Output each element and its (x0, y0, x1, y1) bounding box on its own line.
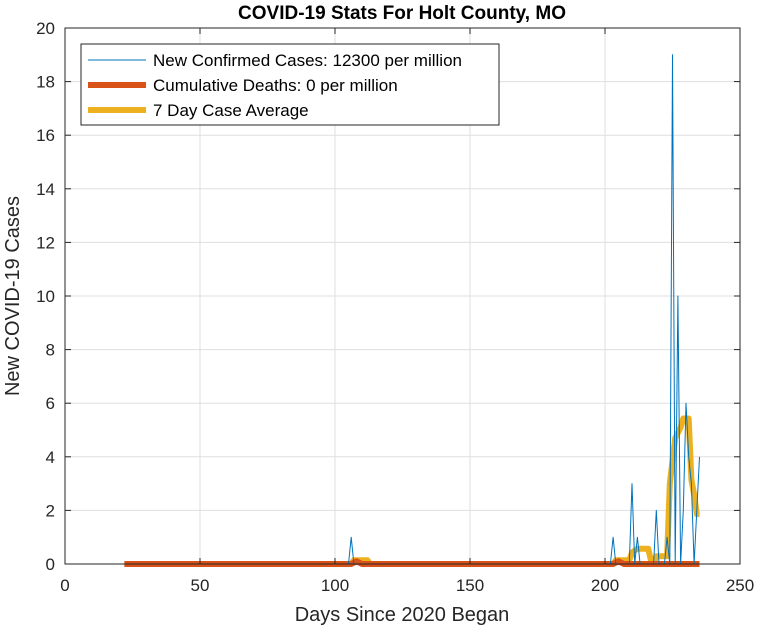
legend-box (80, 43, 500, 126)
y-tick-label: 6 (46, 394, 55, 413)
y-tick-label: 16 (36, 126, 55, 145)
x-tick-label: 0 (60, 576, 69, 595)
y-tick-label: 20 (36, 19, 55, 38)
y-tick-label: 0 (46, 555, 55, 574)
chart-title: COVID-19 Stats For Holt County, MO (238, 3, 566, 24)
x-tick-label: 250 (726, 576, 754, 595)
x-axis-label: Days Since 2020 Began (295, 604, 510, 626)
ticks (64, 27, 741, 565)
y-tick-label: 12 (36, 233, 55, 252)
y-tick-label: 8 (46, 341, 55, 360)
y-tick-label: 4 (46, 448, 55, 467)
y-tick-label: 10 (36, 287, 55, 306)
y-tick-label: 18 (36, 73, 55, 92)
legend-label-new-cases: New Confirmed Cases: 12300 per million (153, 51, 462, 70)
x-tick-label: 50 (191, 576, 210, 595)
y-axis-label: New COVID-19 Cases (2, 196, 24, 396)
tick-labels: 0 50 100 150 200 250 0 2 4 6 8 10 12 14 16 18 20 (36, 19, 754, 595)
y-tick-label: 14 (36, 180, 55, 199)
x-tick-label: 100 (321, 576, 349, 595)
legend-label-deaths: Cumulative Deaths: 0 per million (153, 76, 398, 95)
legend: New Confirmed Cases: 12300 per million C… (80, 43, 500, 126)
x-tick-label: 200 (591, 576, 619, 595)
y-tick-label: 2 (46, 501, 55, 520)
x-tick-label: 150 (456, 576, 484, 595)
legend-label-7day-average: 7 Day Case Average (153, 101, 309, 120)
